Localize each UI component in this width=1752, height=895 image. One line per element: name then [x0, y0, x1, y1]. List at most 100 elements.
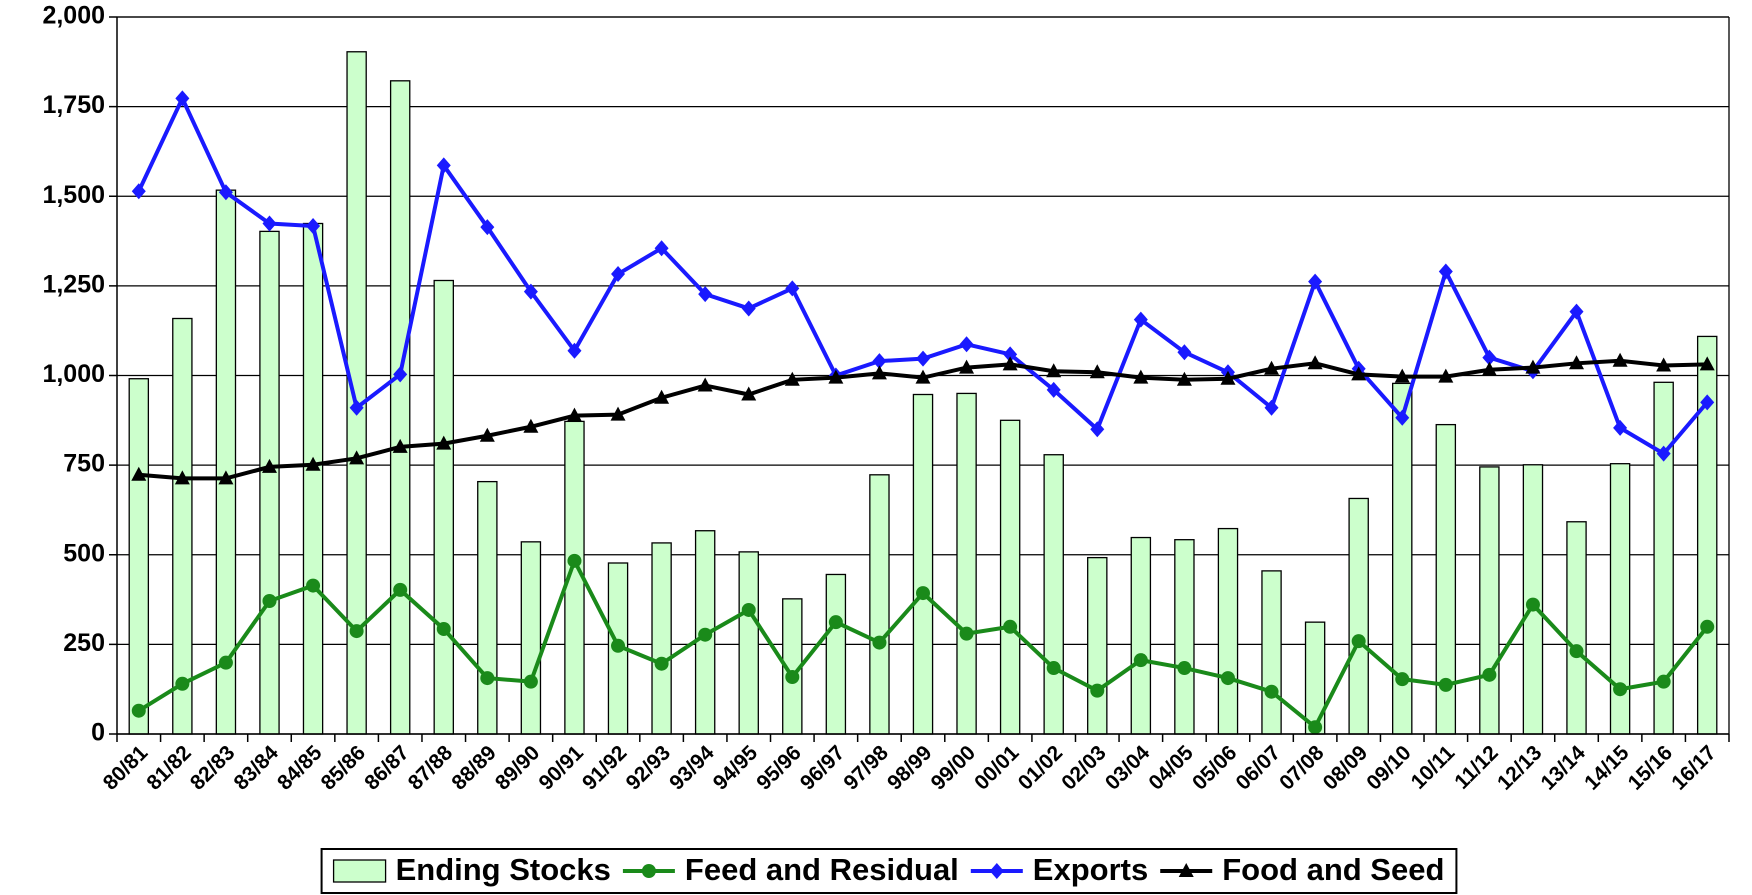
marker [916, 350, 930, 367]
bar [433, 279, 454, 735]
marker [959, 336, 974, 353]
marker [741, 386, 757, 401]
marker [1656, 674, 1671, 689]
marker [175, 90, 190, 107]
x-tick-label: 80/81 [99, 741, 153, 795]
legend-box [320, 848, 1458, 894]
marker [654, 389, 670, 404]
x-tick-label: 13/14 [1537, 741, 1591, 795]
marker [1612, 352, 1628, 367]
marker [1003, 346, 1018, 363]
x-tick-label: 11/12 [1450, 741, 1503, 794]
marker [1089, 364, 1105, 379]
marker [1482, 667, 1497, 682]
marker [698, 627, 713, 642]
marker [611, 638, 626, 653]
marker [1220, 671, 1235, 686]
x-tick-label: 88/89 [447, 741, 500, 794]
marker [1133, 653, 1148, 668]
marker [262, 215, 277, 232]
x-tick-label: 00/01 [970, 741, 1024, 795]
marker [741, 602, 756, 617]
x-tick-label: 98/99 [883, 741, 936, 794]
marker [174, 470, 190, 485]
marker [1133, 311, 1148, 328]
marker [654, 656, 669, 671]
marker [479, 427, 495, 442]
y-tick-label: 1,750 [42, 91, 105, 119]
marker [1613, 682, 1628, 697]
bar [1087, 556, 1108, 735]
marker [1046, 363, 1062, 378]
marker [1699, 356, 1715, 371]
x-tick-label: 06/07 [1232, 741, 1285, 794]
bar [1261, 570, 1282, 735]
x-tick-label: 01/02 [1014, 741, 1067, 794]
x-tick-label: 96/97 [796, 741, 849, 794]
marker [349, 624, 364, 639]
marker [872, 635, 887, 650]
legend: Ending Stocks Feed and Residual Exports Foo… [332, 852, 1444, 887]
x-tick-label: 03/04 [1101, 741, 1155, 795]
y-tick-label: 0 [91, 719, 105, 747]
marker [1351, 366, 1367, 381]
marker [1307, 355, 1323, 370]
x-tick-label: 09/10 [1362, 741, 1415, 794]
x-tick-label: 93/94 [665, 741, 719, 795]
marker [261, 458, 277, 473]
marker [480, 671, 495, 686]
marker [915, 369, 931, 384]
marker [480, 219, 495, 236]
x-tick-label: 99/00 [927, 741, 980, 794]
bar [825, 573, 847, 735]
bar [477, 480, 498, 735]
marker [523, 283, 538, 300]
marker [1264, 684, 1279, 699]
x-tick-label: 02/03 [1057, 741, 1110, 794]
marker [1438, 368, 1454, 383]
marker [218, 470, 234, 485]
marker [567, 553, 582, 568]
marker [1090, 683, 1105, 698]
marker [872, 353, 887, 370]
x-tick-label: 83/84 [230, 741, 284, 795]
marker [305, 456, 321, 471]
marker [1569, 644, 1584, 659]
marker [1395, 409, 1410, 426]
marker [1656, 445, 1671, 462]
marker [393, 366, 408, 383]
bar [869, 474, 890, 735]
x-tick-label: 94/95 [709, 741, 763, 795]
bar [1566, 521, 1587, 735]
x-tick-label: 16/17 [1667, 741, 1720, 794]
bar [128, 378, 150, 735]
y-tick-label: 1,000 [42, 360, 105, 388]
y-tick-label: 1,250 [42, 270, 105, 298]
marker [1394, 368, 1410, 383]
bar [912, 393, 934, 735]
marker [959, 359, 975, 374]
x-tick-label: 82/83 [186, 741, 239, 794]
marker [1395, 672, 1410, 687]
marker [1438, 263, 1453, 280]
legend-label: Ending Stocks [396, 852, 611, 887]
x-tick-label: 84/85 [273, 741, 327, 795]
marker [1220, 370, 1236, 385]
x-tick-label: 92/93 [622, 741, 675, 794]
y-tick-label: 750 [63, 450, 105, 478]
legend-label: Feed and Residual [685, 852, 959, 887]
x-tick-label: 91/92 [578, 741, 631, 794]
marker [262, 593, 277, 608]
x-tick-label: 07/08 [1275, 741, 1329, 795]
marker [654, 240, 669, 257]
y-tick-label: 250 [63, 629, 105, 657]
legend-marker [641, 864, 656, 878]
marker [1264, 360, 1280, 375]
marker [916, 586, 930, 601]
legend-label: Food and Seed [1222, 852, 1444, 887]
marker [741, 300, 756, 317]
marker [1264, 399, 1279, 416]
marker [697, 377, 713, 392]
marker [1569, 303, 1584, 320]
